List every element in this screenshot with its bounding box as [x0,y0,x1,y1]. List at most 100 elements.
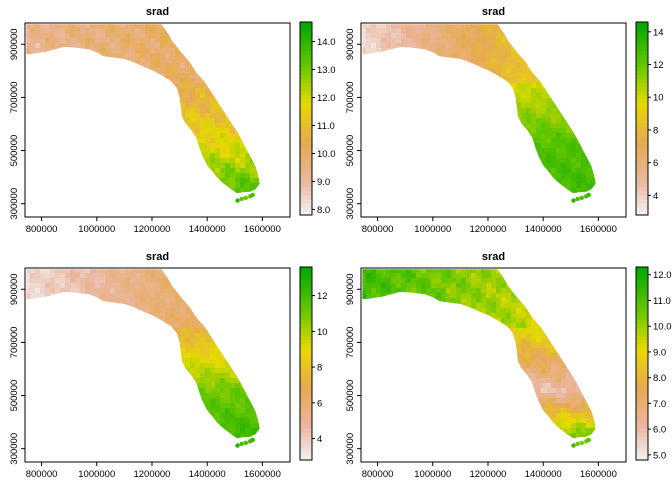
raster-cell [265,63,271,69]
raster-cell [160,208,166,214]
raster-cell [270,173,276,179]
legend-swatch [300,191,312,196]
raster-cell [270,73,276,79]
raster-cell [396,193,402,199]
raster-cell [496,113,502,119]
raster-cell [376,63,382,69]
raster-cell [506,133,512,139]
raster-cell [561,108,567,114]
raster-cell [416,53,422,59]
raster-cell [586,188,592,194]
raster-cell [421,38,427,44]
raster-cell [55,323,61,329]
raster-cell [506,43,512,49]
raster-cell [225,123,231,129]
raster-cell [371,98,377,104]
raster-cell [371,63,377,69]
raster-cell [616,163,622,169]
raster-cell [25,88,31,94]
raster-cell [150,108,156,114]
raster-cell [250,88,256,94]
raster-cell [50,438,56,444]
raster-cell [135,188,141,194]
raster-cell [566,63,572,69]
raster-cell [185,168,191,174]
raster-cell [105,33,111,39]
raster-cell [60,128,66,134]
raster-cell [506,108,512,114]
raster-cell [125,68,131,74]
raster-cell [606,183,612,189]
raster-cell [521,73,527,79]
raster-cell [376,138,382,144]
raster-cell [506,103,512,109]
raster-cell [25,198,31,204]
raster-cell [100,453,106,459]
raster-cell [120,28,126,34]
raster-cell [556,203,562,209]
raster-cell [451,43,457,49]
raster-cell [90,343,96,349]
raster-cell [576,98,582,104]
raster-cell [90,208,96,214]
raster-cell [456,103,462,109]
raster-cell [466,38,472,44]
raster-cell [45,358,51,364]
raster-cell [95,408,101,414]
raster-cell [541,143,547,149]
raster-cell [225,118,231,124]
raster-cell [40,153,46,159]
raster-cell [521,153,527,159]
raster-cell [60,83,66,89]
raster-cell [45,78,51,84]
raster-cell [170,168,176,174]
raster-cell [90,88,96,94]
raster-cell [526,163,532,169]
raster-cell [140,128,146,134]
raster-cell [411,193,417,199]
raster-cell [75,438,81,444]
raster-cell [396,163,402,169]
raster-cell [35,38,41,44]
raster-cell [361,23,367,29]
raster-cell [30,163,36,169]
raster-cell [190,48,196,54]
raster-cell [531,28,537,34]
raster-cell [541,68,547,74]
raster-cell [50,28,56,34]
raster-cell [556,43,562,49]
raster-cell [571,178,577,184]
raster-cell [150,93,156,99]
raster-cell [90,133,96,139]
raster-cell [65,268,71,274]
raster-cell [571,183,577,189]
raster-cell [250,148,256,154]
legend-swatch [300,163,312,168]
raster-cell [165,88,171,94]
raster-cell [170,48,176,54]
raster-cell [521,158,527,164]
raster-cell [531,163,537,169]
raster-cell [576,118,582,124]
raster-cell [95,203,101,209]
raster-cell [366,98,372,104]
raster-cell [616,178,622,184]
raster-cell [275,48,281,54]
raster-cell [95,293,101,299]
raster-cell [556,143,562,149]
raster-cell [130,193,136,199]
raster-cell [90,143,96,149]
raster-cell [60,308,66,314]
raster-cell [260,63,266,69]
raster-cell [235,188,241,194]
raster-cell [190,148,196,154]
raster-cell [541,78,547,84]
raster-cell [386,78,392,84]
raster-cell [361,133,367,139]
raster-cell [115,143,121,149]
raster-cell [471,173,477,179]
raster-cell [240,163,246,169]
raster-cell [541,53,547,59]
raster-cell [531,48,537,54]
raster-cell [481,163,487,169]
